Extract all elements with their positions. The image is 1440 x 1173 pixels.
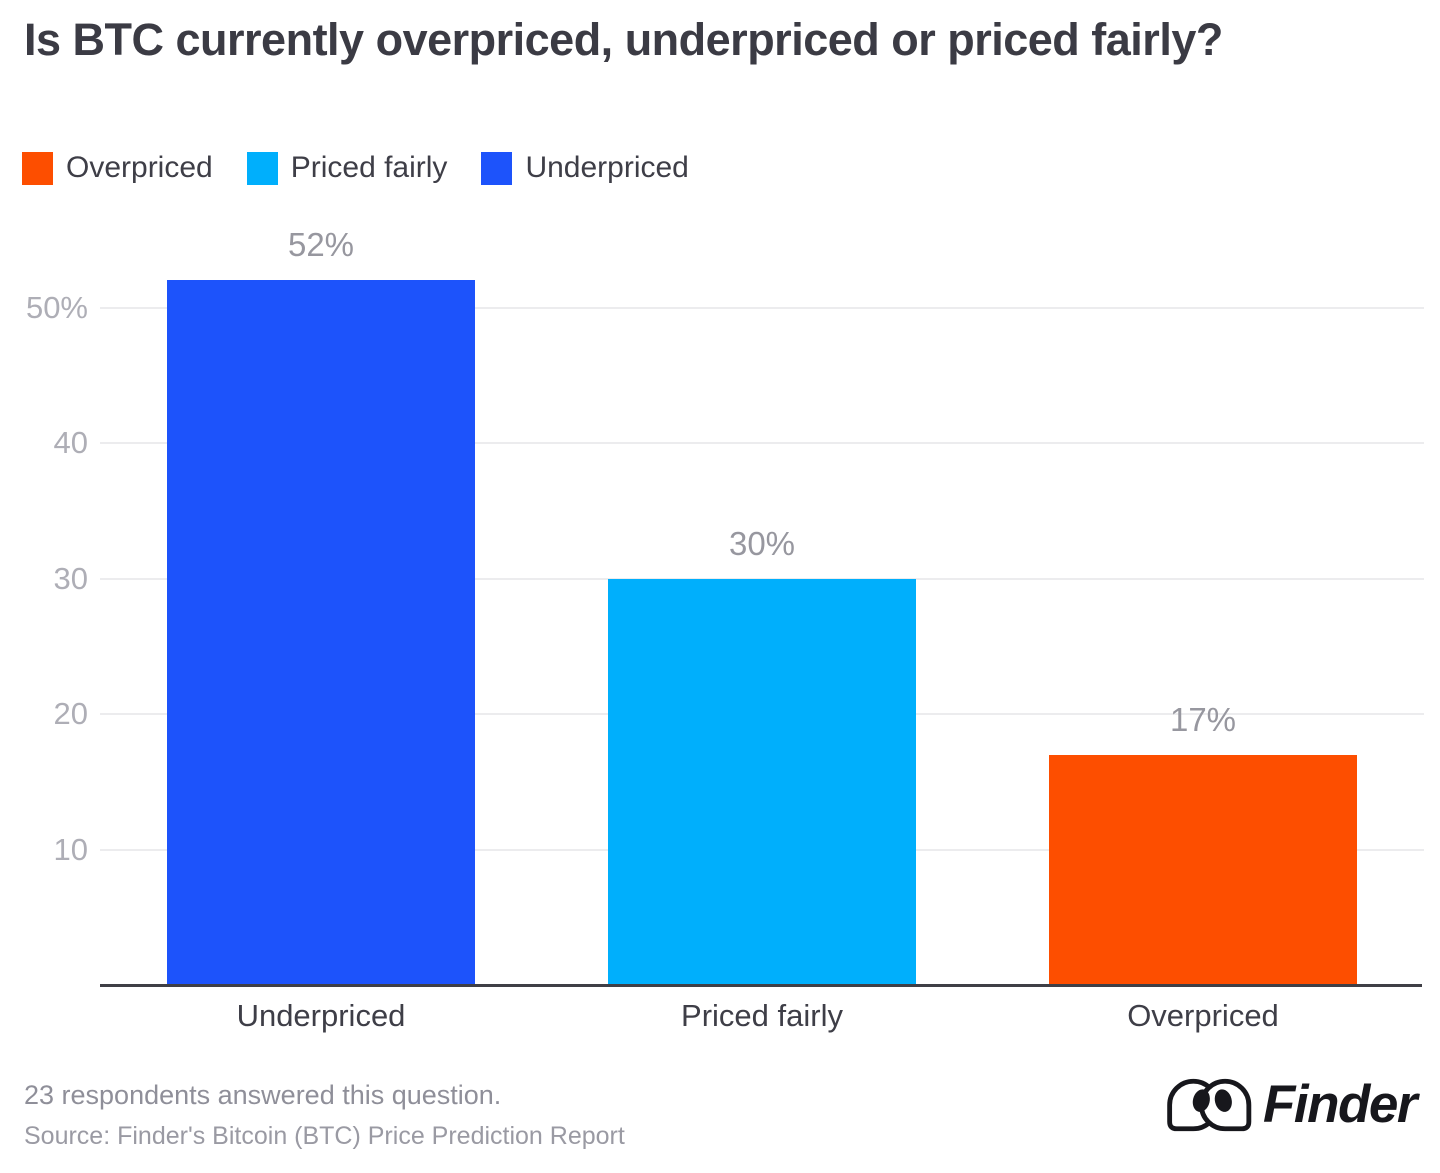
gridline-20 — [100, 713, 1424, 715]
gridline-50 — [100, 306, 1424, 309]
bar-value-label-overpriced: 17% — [1169, 700, 1237, 738]
gridline-40 — [100, 442, 1424, 444]
y-tick-label: 20 — [53, 696, 88, 731]
legend-item-priced-fairly: Priced fairly — [246, 151, 448, 185]
y-tick-label: 10 — [53, 831, 88, 867]
y-tick-label: 50% — [25, 289, 88, 325]
finder-logo: Finder — [1167, 1074, 1417, 1135]
bar-overpriced — [1049, 754, 1357, 985]
gridline-30 — [100, 577, 1424, 580]
legend: Overpriced Priced fairly Underpriced — [22, 151, 689, 185]
gridline-10 — [100, 848, 1424, 851]
legend-label: Priced fairly — [290, 151, 448, 184]
bar-priced-fairly — [608, 578, 916, 985]
legend-item-underpriced: Underpriced — [481, 151, 689, 185]
x-tick-label-underpriced: Underpriced — [236, 998, 406, 1033]
bar-value-label-priced-fairly: 30% — [728, 524, 796, 562]
legend-label: Overpriced — [66, 151, 213, 184]
legend-swatch-icon — [22, 151, 53, 185]
y-tick-label: 40 — [53, 425, 88, 460]
legend-swatch-icon — [481, 151, 513, 185]
chart-title: Is BTC currently overpriced, underpriced… — [24, 14, 1223, 65]
finder-logo-text: Finder — [1263, 1075, 1417, 1134]
bar-underpriced — [167, 280, 475, 985]
finder-goggles-icon — [1167, 1078, 1252, 1131]
x-axis-line — [100, 984, 1422, 987]
respondents-note: 23 respondents answered this question. — [24, 1080, 502, 1110]
legend-item-overpriced: Overpriced — [22, 151, 213, 185]
x-tick-label-priced-fairly: Priced fairly — [681, 998, 843, 1033]
legend-swatch-icon — [246, 151, 278, 185]
source-note: Source: Finder's Bitcoin (BTC) Price Pre… — [24, 1122, 625, 1150]
x-tick-label-overpriced: Overpriced — [1127, 998, 1279, 1033]
legend-label: Underpriced — [525, 151, 689, 184]
bar-value-label-underpriced: 52% — [287, 226, 355, 264]
y-tick-label: 30 — [53, 560, 88, 596]
